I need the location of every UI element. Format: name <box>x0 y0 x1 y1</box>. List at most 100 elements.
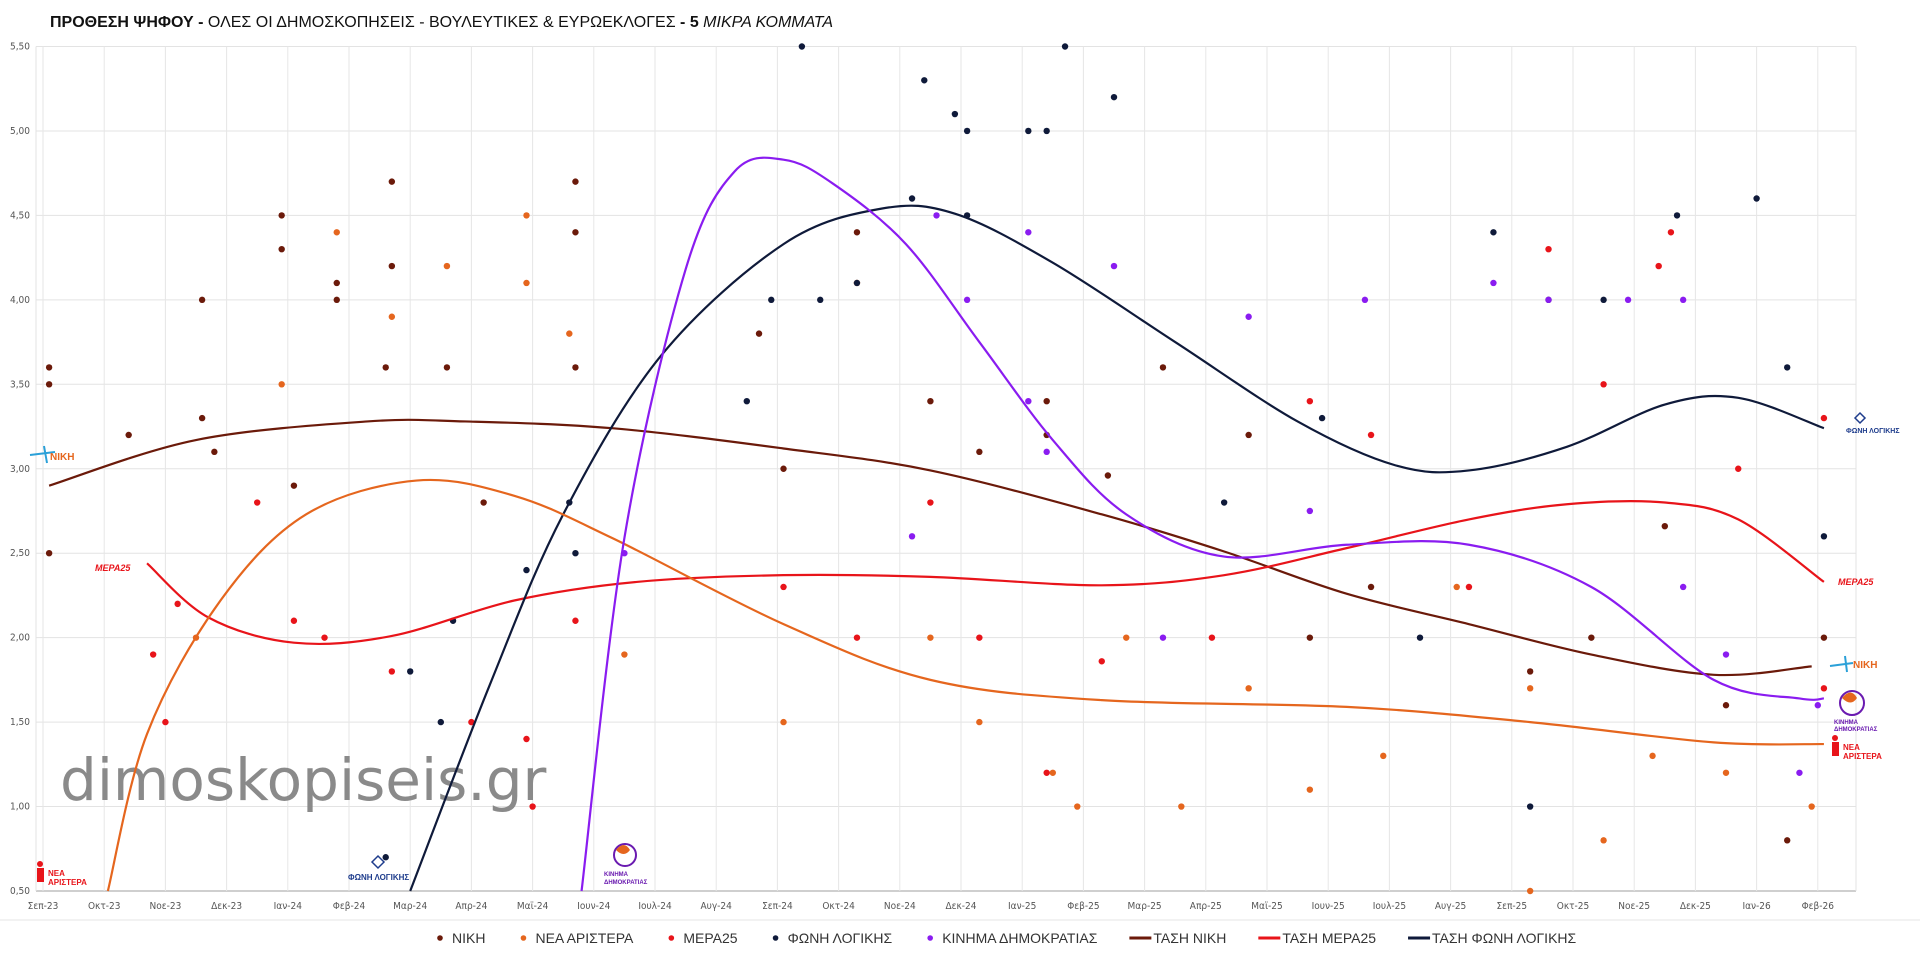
logo-niki-text-right: ΝΙΚΗ <box>1853 660 1877 671</box>
data-point-νικη <box>443 364 451 371</box>
data-point-νικη <box>976 448 983 456</box>
x-tick-label: Νοε-23 <box>150 901 182 912</box>
data-point-νικη <box>290 482 298 489</box>
logo-nea-text-1: ΝΕΑ <box>48 869 65 878</box>
logo-foni-logikis-right: ΦΩΝΗ ΛΟΓΙΚΗΣ <box>1846 411 1900 435</box>
legend-item: ΚΙΝΗΜΑ ΔΗΜΟΚΡΑΤΙΑΣ <box>927 930 1098 946</box>
data-point-φωνη-λογικης <box>1526 803 1534 810</box>
data-point-νικη <box>1820 634 1828 641</box>
legend-item: ΤΑΣΗ ΝΙΚΗ <box>1129 930 1226 946</box>
logo-nea-text-right-1: ΝΕΑ <box>1843 743 1860 752</box>
data-point-κινημα-δημοκρατιας <box>1679 583 1687 591</box>
data-point-φωνη-λογικης <box>1061 43 1069 50</box>
data-point-φωνη-λογικης <box>572 550 579 557</box>
legend-dot-icon <box>437 935 443 941</box>
x-tick-label: Ιουλ-25 <box>1373 901 1406 912</box>
y-tick-label: 1,50 <box>10 717 30 728</box>
data-point-φωνη-λογικης <box>407 668 414 675</box>
legend-dot-icon <box>668 935 675 941</box>
logo-kinima-text-right-2: ΔΗΜΟΚΡΑΤΙΑΣ <box>1834 727 1878 733</box>
y-tick-label: 5,00 <box>10 126 30 137</box>
data-point-μερα25 <box>853 634 861 641</box>
data-point-κινημα-δημοκρατιας <box>1245 313 1252 320</box>
data-point-φωνη-λογικης <box>743 397 750 405</box>
data-point-φωνη-λογικης <box>1820 533 1828 540</box>
x-tick-label: Απρ-25 <box>1190 901 1222 912</box>
data-point-φωνη-λογικης <box>908 195 916 202</box>
data-point-φωνη-λογικης <box>963 127 971 135</box>
data-point-μερα25 <box>1667 229 1675 236</box>
data-point-φωνη-λογικης <box>768 296 775 304</box>
data-point-μερα25 <box>1820 414 1828 422</box>
data-point-νεα-αριστερα <box>278 381 285 388</box>
data-point-φωνη-λογικης <box>853 279 861 287</box>
legend-dot-icon <box>520 935 527 941</box>
logo-kinima-text-right-1: ΚΙΝΗΜΑ <box>1834 720 1859 726</box>
data-point-μερα25 <box>1306 397 1314 405</box>
data-point-μερα25 <box>927 499 934 506</box>
data-point-κινημα-δημοκρατιας <box>1490 279 1497 287</box>
legend-item: ΤΑΣΗ ΜΕΡΑ25 <box>1258 930 1376 946</box>
data-point-νεα-αριστερα <box>1074 803 1081 810</box>
data-point-νικη <box>333 296 340 304</box>
data-point-φωνη-λογικης <box>1490 229 1497 236</box>
x-tick-label: Σεπ-24 <box>762 901 793 912</box>
x-tick-label: Νοε-25 <box>1618 901 1650 912</box>
data-point-νικη <box>853 229 861 236</box>
data-point-μερα25 <box>174 600 181 608</box>
data-point-κινημα-δημοκρατιας <box>1025 229 1032 236</box>
data-point-φωνη-λογικης <box>523 566 530 574</box>
x-tick-label: Μαϊ-24 <box>517 901 549 912</box>
data-point-νεα-αριστερα <box>523 279 530 287</box>
data-point-μερα25 <box>1098 658 1105 665</box>
data-point-νικη <box>1245 431 1252 439</box>
y-tick-label: 4,00 <box>10 295 30 306</box>
logo-nea-text-right-2: ΑΡΙΣΤΕΡΑ <box>1843 752 1882 761</box>
logo-kinima-text-2: ΔΗΜΟΚΡΑΤΙΑΣ <box>604 880 648 886</box>
chart-title: ΠΡΟΘΕΣΗ ΨΗΦΟΥ - ΟΛΕΣ ΟΙ ΔΗΜΟΣΚΟΠΗΣΕΙΣ - … <box>50 14 833 31</box>
legend-item: ΜΕΡΑ25 <box>668 930 738 946</box>
trend-line-ταση-μερα25 <box>146 500 1825 646</box>
logo-foni-text: ΦΩΝΗ ΛΟΓΙΚΗΣ <box>348 873 409 882</box>
legend-item: ΦΩΝΗ ΛΟΓΙΚΗΣ <box>772 930 893 946</box>
data-point-κινημα-δημοκρατιας <box>1306 507 1314 515</box>
data-point-μερα25 <box>321 634 328 641</box>
data-point-μερα25 <box>388 668 396 675</box>
y-tick-label: 0,50 <box>10 886 30 897</box>
data-point-νικη <box>780 465 787 472</box>
legend-label: ΤΑΣΗ ΜΕΡΑ25 <box>1282 930 1376 946</box>
scatter-points <box>45 43 1828 895</box>
legend: ΝΙΚΗ ΝΕΑ ΑΡΙΣΤΕΡΑ ΜΕΡΑ25 ΦΩΝΗ ΛΟΓΙΚΗΣ ΚΙΝΗΜΑ… <box>437 930 1577 946</box>
x-tick-label: Απρ-24 <box>455 901 487 912</box>
y-axis-ticks: 0,50 1,00 1,50 2,00 2,50 3,00 3,50 4,00 4,50 5,00… <box>10 42 30 898</box>
data-point-φωνη-λογικης <box>1110 93 1118 101</box>
data-point-νεα-αριστερα <box>621 651 628 658</box>
data-point-κινημα-δημοκρατιας <box>1025 397 1032 405</box>
title-normal: ΟΛΕΣ ΟΙ ΔΗΜΟΣΚΟΠΗΣΕΙΣ - ΒΟΥΛΕΥΤΙΚΕΣ & ΕΥ… <box>203 14 680 31</box>
data-point-νικη <box>572 229 579 236</box>
data-point-μερα25 <box>529 803 536 810</box>
data-point-νεα-αριστερα <box>1526 887 1534 895</box>
data-point-νικη <box>1104 472 1112 479</box>
data-point-νεα-αριστερα <box>1049 769 1057 776</box>
trend-lines <box>48 156 1825 892</box>
data-point-φωνη-λογικης <box>382 854 389 861</box>
logo-nea-aristera-left: ΝΕΑ ΑΡΙΣΤΕΡΑ <box>37 861 87 887</box>
y-tick-label: 2,50 <box>10 548 30 559</box>
x-tick-label: Σεπ-23 <box>28 901 59 912</box>
y-tick-label: 3,00 <box>10 464 30 475</box>
trend-line-ταση-νεα-αριστερα <box>106 478 1824 892</box>
x-tick-label: Δεκ-24 <box>945 901 976 912</box>
data-point-κινημα-δημοκρατιας <box>1159 634 1167 641</box>
data-point-κινημα-δημοκρατιας <box>908 533 916 540</box>
data-point-νεα-αριστερα <box>1600 837 1607 844</box>
data-point-νεα-αριστερα <box>1722 769 1730 776</box>
data-point-νεα-αριστερα <box>1526 685 1534 692</box>
data-point-φωνη-λογικης <box>437 718 444 726</box>
x-tick-label: Φεβ-25 <box>1067 901 1099 912</box>
logo-foni-text-right: ΦΩΝΗ ΛΟΓΙΚΗΣ <box>1846 428 1900 435</box>
data-point-νικη <box>1306 634 1314 641</box>
data-point-μερα25 <box>523 735 530 743</box>
